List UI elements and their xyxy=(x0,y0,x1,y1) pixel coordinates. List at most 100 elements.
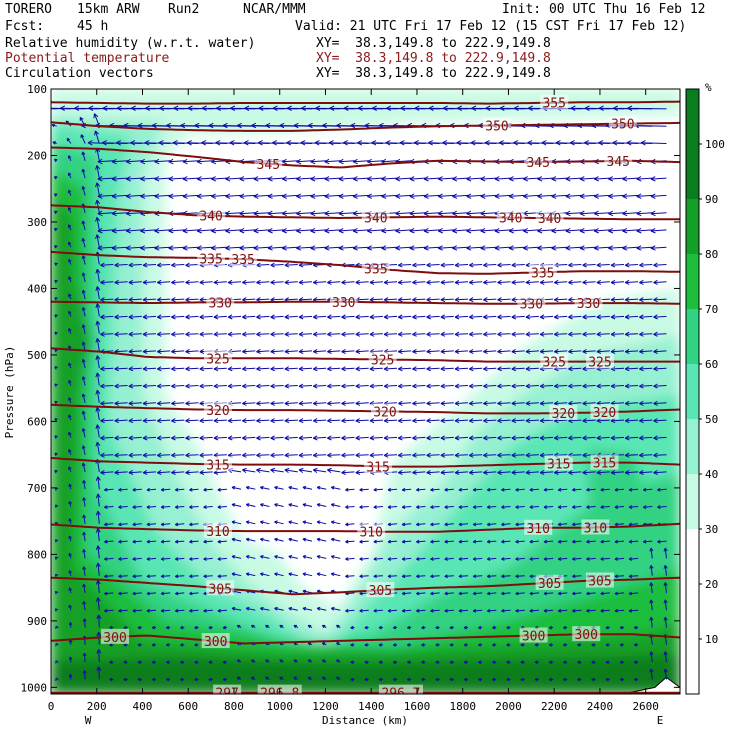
circulation-vector xyxy=(480,210,497,217)
y-tick-label: 200 xyxy=(27,149,47,162)
circulation-vector xyxy=(211,176,227,182)
circulation-vector xyxy=(156,400,171,406)
circulation-vector xyxy=(369,435,383,441)
circulation-vector xyxy=(128,262,142,268)
circulation-vector xyxy=(449,625,454,630)
circulation-vector xyxy=(256,400,270,406)
circulation-vector xyxy=(151,625,157,630)
x-axis: 0 200 400 600 800 1000 1200 1400 1600 1800 2000 220… xyxy=(48,89,659,713)
theta-label-bg xyxy=(203,350,232,366)
circulation-vector xyxy=(242,400,256,406)
x-tick-label: 600 xyxy=(178,700,198,713)
circulation-vector xyxy=(330,520,341,525)
circulation-vector xyxy=(501,539,511,544)
circulation-vector xyxy=(239,245,256,251)
circulation-vector xyxy=(369,314,383,320)
circulation-vector xyxy=(256,435,270,441)
circulation-vector xyxy=(605,625,610,630)
circulation-vector xyxy=(54,556,59,560)
circulation-vector xyxy=(100,418,114,424)
circulation-vector xyxy=(104,505,114,509)
circulation-vector xyxy=(68,622,73,628)
circulation-vector xyxy=(494,193,511,199)
circulation-vector xyxy=(412,383,426,389)
circulation-vector xyxy=(610,469,625,475)
circulation-vector xyxy=(95,372,101,386)
circulation-vector xyxy=(440,297,454,303)
circulation-vector xyxy=(128,400,142,406)
theta-label-bg xyxy=(483,117,512,133)
circulation-vector xyxy=(253,176,270,182)
circulation-vector xyxy=(118,505,128,509)
circulation-vector xyxy=(653,383,667,389)
x-tick-label: 2000 xyxy=(495,700,522,713)
circulation-vector xyxy=(270,418,284,424)
circulation-vector xyxy=(316,503,327,507)
theta-label: 320 xyxy=(373,405,396,420)
circulation-vector xyxy=(653,262,667,268)
header-run: Run2 xyxy=(168,2,200,17)
circulation-vector xyxy=(196,245,213,251)
circulation-vector xyxy=(95,389,101,403)
circulation-vector xyxy=(610,262,625,268)
circulation-vector xyxy=(416,539,426,544)
circulation-vector xyxy=(81,220,86,231)
circulation-vector xyxy=(68,673,73,680)
circulation-vector xyxy=(563,677,568,682)
y-tick-label: 100 xyxy=(27,83,47,96)
circulation-vector xyxy=(437,245,454,251)
circulation-vector xyxy=(572,574,582,579)
circulation-vector xyxy=(81,341,86,352)
circulation-vector xyxy=(239,227,256,234)
circulation-vector xyxy=(582,348,596,354)
circulation-vector xyxy=(483,279,497,285)
x-tick-label: 1800 xyxy=(449,700,476,713)
circulation-vector xyxy=(610,348,625,354)
circulation-vector xyxy=(321,676,327,681)
circulation-vector xyxy=(636,193,653,199)
circulation-vector xyxy=(338,158,355,165)
circulation-vector xyxy=(506,660,511,664)
theta-label-bg xyxy=(197,250,226,266)
circulation-vector xyxy=(67,241,72,248)
circulation-vector xyxy=(568,383,582,389)
theta-label: 335 xyxy=(231,253,254,268)
circulation-vector xyxy=(185,297,199,303)
circulation-vector xyxy=(140,245,157,251)
theta-label: 315 xyxy=(366,460,389,475)
circulation-vector xyxy=(288,572,298,577)
circulation-vector xyxy=(483,314,497,320)
circulation-vector xyxy=(227,383,242,389)
circulation-vector xyxy=(281,227,298,234)
circulation-vector xyxy=(452,193,469,199)
circulation-vector xyxy=(614,608,625,613)
colorbar-swatch xyxy=(686,639,699,694)
circulation-vector xyxy=(95,286,101,300)
theta-label-bg xyxy=(585,353,614,369)
x-tick-label: 2200 xyxy=(541,700,568,713)
circulation-vector xyxy=(373,574,383,579)
circulation-vector xyxy=(483,452,497,458)
theta-label: 320 xyxy=(593,406,616,421)
circulation-vector xyxy=(182,176,199,182)
circulation-vector xyxy=(543,608,554,613)
circulation-vector xyxy=(259,485,270,490)
circulation-vector xyxy=(387,539,398,544)
circulation-vector xyxy=(259,555,270,559)
circulation-vector xyxy=(657,539,667,544)
circulation-vector xyxy=(444,487,454,492)
circulation-vector xyxy=(100,435,114,441)
circulation-vector xyxy=(378,677,383,682)
circulation-vector xyxy=(95,441,101,455)
circulation-vector xyxy=(440,418,454,424)
circulation-vector xyxy=(430,574,440,579)
circulation-vector xyxy=(444,539,454,544)
circulation-vector xyxy=(440,348,454,354)
circulation-vector xyxy=(653,452,667,458)
circulation-vector xyxy=(653,469,667,475)
circulation-vector xyxy=(497,297,511,303)
circulation-vector xyxy=(68,449,72,455)
circulation-vector xyxy=(483,418,497,424)
circulation-vector xyxy=(486,608,497,613)
circulation-vector xyxy=(81,445,86,455)
